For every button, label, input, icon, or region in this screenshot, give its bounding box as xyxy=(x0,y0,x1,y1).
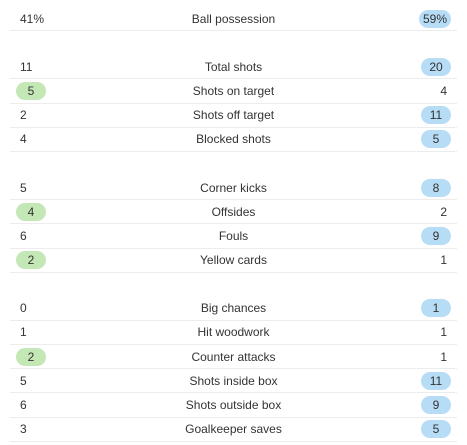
stat-row: Shots on target 5 4 xyxy=(10,79,457,104)
stat-group: Big chances 0 1 Hit woodwork 1 1 Counter attac… xyxy=(0,297,467,442)
stat-row: Ball possession 41% 59% xyxy=(10,7,457,32)
away-value: 1 xyxy=(421,299,451,318)
stat-label: Fouls xyxy=(218,228,249,243)
away-value: 11 xyxy=(421,371,451,390)
home-value: 5 xyxy=(16,81,46,100)
home-value: 3 xyxy=(20,422,27,437)
stat-label: Shots on target xyxy=(192,83,275,98)
stat-row: Total shots 11 20 xyxy=(10,55,457,80)
stat-row: Shots off target 2 11 xyxy=(10,104,457,128)
stat-label: Counter attacks xyxy=(191,349,276,364)
stat-row: Blocked shots 4 5 xyxy=(10,128,457,152)
stat-row: Shots outside box 6 9 xyxy=(10,393,457,418)
stat-row: Counter attacks 2 1 xyxy=(10,345,457,370)
stat-label: Blocked shots xyxy=(196,132,271,147)
away-value: 9 xyxy=(421,396,451,415)
stat-row: Corner kicks 5 8 xyxy=(10,176,457,201)
home-value: 41% xyxy=(20,11,45,26)
stat-label: Shots outside box xyxy=(185,398,282,413)
away-value: 2 xyxy=(440,204,447,219)
stat-label: Shots inside box xyxy=(189,373,278,388)
home-value: 11 xyxy=(20,59,33,74)
away-value: 4 xyxy=(440,83,447,98)
home-value: 4 xyxy=(16,202,46,221)
away-value: 1 xyxy=(440,253,447,268)
stat-label: Yellow cards xyxy=(200,253,267,268)
stat-label: Big chances xyxy=(200,301,267,316)
home-value: 4 xyxy=(20,132,27,147)
stat-group: Ball possession 41% 59% xyxy=(0,7,467,32)
home-value: 5 xyxy=(20,180,27,195)
away-value: 8 xyxy=(421,178,451,197)
away-value: 9 xyxy=(421,226,451,245)
stat-group: Total shots 11 20 Shots on target 5 4 Shots of… xyxy=(0,55,467,152)
home-value: 2 xyxy=(16,347,46,366)
stat-row: Offsides 4 2 xyxy=(10,200,457,225)
stat-label: Offsides xyxy=(211,204,256,219)
stat-row: Fouls 6 9 xyxy=(10,224,457,249)
away-value: 11 xyxy=(421,106,451,125)
home-value: 6 xyxy=(20,398,27,413)
stat-label: Corner kicks xyxy=(200,180,267,195)
home-value: 1 xyxy=(20,325,27,340)
stat-label: Shots off target xyxy=(192,108,275,123)
away-value: 1 xyxy=(440,325,447,340)
away-value: 20 xyxy=(421,57,451,76)
home-value: 0 xyxy=(20,301,27,316)
away-value: 5 xyxy=(421,420,451,439)
stat-row: Yellow cards 2 1 xyxy=(10,249,457,273)
stat-group: Corner kicks 5 8 Offsides 4 2 Fouls 6 9 Yellow ca… xyxy=(0,176,467,273)
home-value: 5 xyxy=(20,373,27,388)
home-value: 2 xyxy=(20,108,27,123)
stat-row: Big chances 0 1 xyxy=(10,297,457,321)
home-value: 6 xyxy=(20,228,27,243)
away-value: 59% xyxy=(418,9,451,28)
stat-label: Ball possession xyxy=(191,11,276,26)
home-value: 2 xyxy=(16,251,46,270)
stat-row: Hit woodwork 1 1 xyxy=(10,321,457,346)
stat-row: Shots inside box 5 11 xyxy=(10,369,457,394)
away-value: 1 xyxy=(440,349,447,364)
stat-row: Goalkeeper saves 3 5 xyxy=(10,418,457,442)
stat-label: Hit woodwork xyxy=(197,325,270,340)
stat-label: Total shots xyxy=(204,59,263,74)
stat-label: Goalkeeper saves xyxy=(185,422,282,437)
away-value: 5 xyxy=(421,130,451,149)
